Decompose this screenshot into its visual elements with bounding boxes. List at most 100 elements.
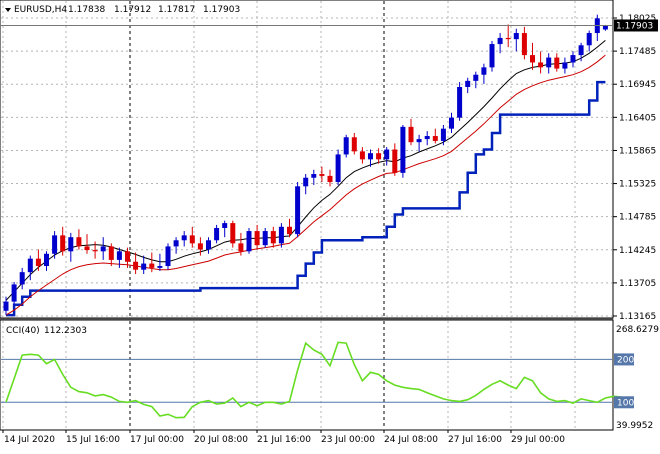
price-tick-label: 1.15325 [619,180,656,190]
candle [108,243,114,267]
cci-level-label: 100 [617,398,634,408]
price-tick-label: 1.16945 [619,80,656,90]
candle [303,174,309,195]
triangle-down-icon[interactable] [5,8,11,12]
candle [586,30,592,52]
candle [351,132,357,155]
candle-body [449,117,454,129]
candle [570,51,576,68]
candle-body [108,246,114,260]
candle-body [157,266,163,268]
candle [416,134,422,152]
candle-body [457,86,463,118]
candle-body [416,139,422,143]
candle-body [497,37,503,45]
time-tick-label: 17 Jul 00:00 [130,435,184,445]
candle [343,134,349,158]
time-tick-label: 29 Jul 00:00 [511,435,565,445]
candle [44,251,49,271]
candle [554,53,560,72]
candle-body [68,237,74,252]
candle [230,220,236,248]
candle-body [100,246,106,252]
cci-level-tag [614,353,634,366]
candle-body [489,44,495,68]
candle [408,118,414,146]
cci-level-tag [614,396,634,409]
candle [392,143,398,176]
candle [19,267,25,290]
close-value: 1.17903 [203,5,240,15]
price-tick-label: 1.15865 [619,146,656,156]
cci-level-tags: 200 100 [614,353,634,409]
candle-body [214,228,220,241]
candle [489,40,495,72]
time-tick-label: 23 Jul 00:00 [321,435,375,445]
cci-name: CCI(40) [6,326,40,336]
candle [521,26,527,60]
candle [76,229,82,250]
price-tick-label: 1.14245 [619,246,656,256]
candle-body [35,258,41,267]
candle-body [206,240,211,250]
time-tick-label: 15 Jul 16:00 [66,435,120,445]
candle-body [505,37,511,40]
candle [278,223,284,248]
trailing-stop-layer [6,80,606,317]
candle-body [602,25,608,30]
fast-ma-line [5,40,606,301]
cci-grid [1,321,612,429]
time-tick-label: 14 Jul 2020 [4,435,55,445]
candle-body [287,226,292,235]
candle [424,131,430,146]
candle-body [238,243,244,252]
candle-body [189,235,195,244]
high-value: 1.17912 [114,5,151,15]
candle [262,228,268,248]
main-frame [0,0,614,319]
candle [60,226,66,256]
time-axis: 14 Jul 2020 15 Jul 16:00 17 Jul 00:00 20 Ju… [2,430,565,445]
candle [538,51,544,74]
price-axis: 1.18025 1.17485 1.16945 1.16405 1.15865 1.153… [613,14,656,322]
candle [125,247,130,268]
candle [400,124,406,178]
candle-body [303,177,309,187]
candle [384,147,390,166]
candle [68,232,74,262]
candle-body [368,153,373,160]
cci-value: 112.2303 [44,326,87,336]
candle [100,237,106,260]
candle-body [465,80,471,87]
candle-body [554,57,560,69]
candle-body [52,235,58,254]
candle-body [141,263,147,270]
candle-body [270,231,276,244]
price-tick-label: 1.13165 [619,312,656,322]
candle-body [84,246,90,251]
current-price-tag: 1.17903 [614,19,658,32]
candle [84,234,90,254]
candle-body [197,243,203,250]
candle-body [262,231,268,246]
candle [295,182,301,238]
candle-layer [3,14,608,316]
candle-body [335,154,341,183]
candle [481,63,487,84]
candle [133,252,139,274]
price-tick-label: 1.16405 [619,113,656,123]
candle [27,255,33,281]
candle-body [222,223,228,229]
candle-body [19,272,25,285]
candle [92,241,98,259]
candle [246,228,252,254]
candle [578,42,584,62]
candle-body [392,149,398,173]
candle-body [376,153,382,160]
candle [562,57,568,74]
candle [505,24,511,48]
candle-body [578,45,584,56]
candle [222,220,228,238]
